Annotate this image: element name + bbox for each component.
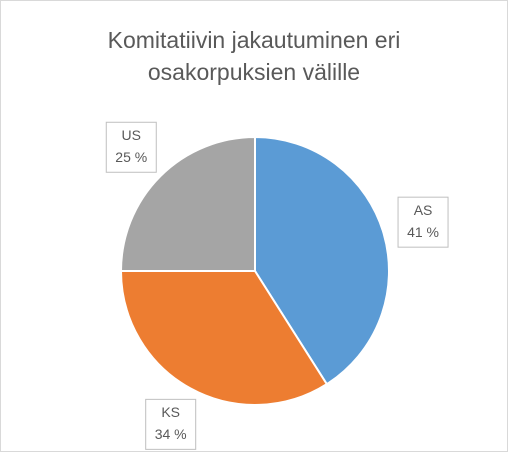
value-label: 34 % bbox=[155, 426, 187, 442]
pie-slice bbox=[119, 135, 256, 272]
category-label: AS bbox=[414, 202, 433, 218]
pie-slice bbox=[119, 270, 329, 406]
label-box bbox=[397, 196, 449, 248]
label-box bbox=[145, 398, 197, 450]
value-label: 41 % bbox=[407, 224, 439, 240]
chart-title: osakorpuksien välille bbox=[148, 59, 360, 85]
category-label: US bbox=[122, 127, 141, 143]
value-label: 25 % bbox=[115, 149, 147, 165]
category-label: KS bbox=[161, 404, 180, 420]
chart-title: Komitatiivin jakautuminen eri bbox=[108, 27, 401, 53]
label-box bbox=[105, 121, 157, 173]
